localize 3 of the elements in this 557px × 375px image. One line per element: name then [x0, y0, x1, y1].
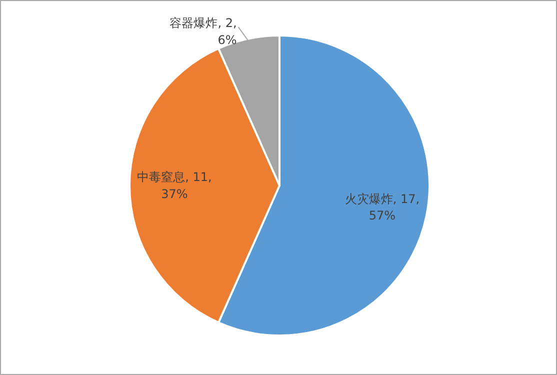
slice-label: 中毒窒息, 11, 37%	[137, 170, 212, 201]
slice-label: 容器爆炸, 2, 6%	[170, 16, 237, 47]
slice-label: 火灾爆炸, 17, 57%	[344, 192, 420, 223]
